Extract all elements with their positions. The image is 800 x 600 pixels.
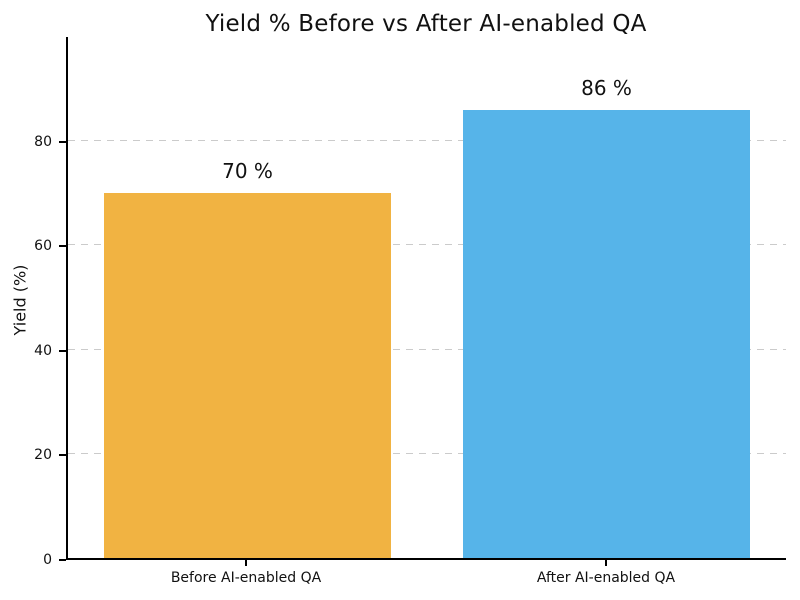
gridline [68, 452, 786, 454]
y-tick-label: 40 [34, 342, 52, 359]
x-tick-mark [245, 560, 247, 566]
gridline [68, 140, 786, 142]
chart-title: Yield % Before vs After AI-enabled QA [205, 11, 647, 37]
y-tick-label: 80 [34, 133, 52, 150]
y-tick-mark [59, 454, 66, 457]
gridline [68, 244, 786, 246]
x-axis: Before AI-enabled QA After AI-enabled QA [66, 560, 786, 598]
y-tick-mark [59, 349, 66, 352]
y-axis: 0 20 40 60 80 [0, 37, 66, 568]
y-tick-label: 0 [43, 552, 52, 568]
y-tick-mark [59, 559, 66, 561]
bar-value-label: 70 % [222, 159, 273, 184]
y-tick-label: 20 [34, 447, 52, 464]
y-tick-label: 60 [34, 238, 52, 255]
bar [103, 193, 392, 558]
bar-value-label: 86 % [581, 75, 632, 100]
y-tick-mark [59, 245, 66, 248]
x-tick-label: Before AI-enabled QA [170, 570, 322, 586]
y-tick-mark [59, 140, 66, 143]
gridline [68, 348, 786, 350]
x-tick-mark [605, 560, 607, 566]
plot-area: 70 % 86 % [66, 37, 786, 560]
x-tick-label: After AI-enabled QA [536, 570, 676, 586]
bar [462, 109, 751, 558]
